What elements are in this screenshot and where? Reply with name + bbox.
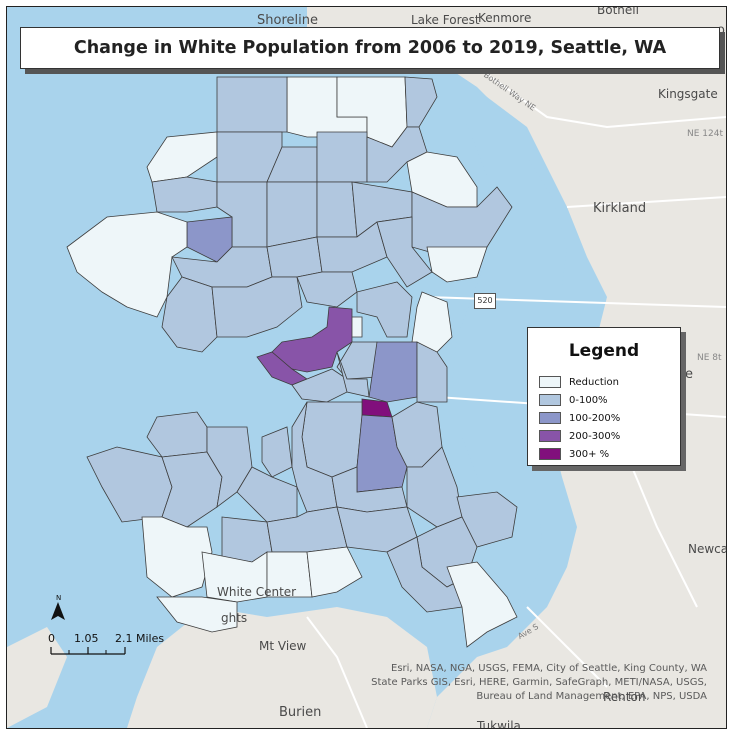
- place-label-white-center: White Center: [217, 585, 297, 599]
- seattle-neighborhoods[interactable]: [66, 76, 518, 648]
- legend-item: Reduction: [539, 376, 619, 388]
- legend-swatch: [539, 376, 561, 388]
- land: [7, 7, 726, 728]
- place-label-ne124: NE 124t: [687, 129, 723, 139]
- lake-washington: [447, 67, 567, 607]
- region-0-100[interactable]: [86, 446, 173, 523]
- legend-item: 200-300%: [539, 430, 620, 442]
- region-0-100[interactable]: [211, 276, 303, 338]
- legend-label: 300+ %: [569, 448, 610, 460]
- region-reduction[interactable]: [141, 516, 213, 598]
- region-0-100[interactable]: [316, 181, 358, 238]
- map-canvas[interactable]: [7, 7, 726, 728]
- legend-label: 100-200%: [569, 412, 621, 424]
- region-0-100[interactable]: [411, 186, 513, 258]
- legend-label: 200-300%: [569, 430, 621, 442]
- scale-label-2: 2.1 Miles: [115, 632, 165, 645]
- legend-swatch: [539, 394, 561, 406]
- place-label-kirkland: Kirkland: [593, 201, 647, 216]
- legend-item: 300+ %: [539, 448, 609, 460]
- map-title: Change in White Population from 2006 to …: [73, 38, 667, 58]
- region-200-300[interactable]: [271, 306, 353, 373]
- region-0-100[interactable]: [301, 401, 363, 478]
- place-label-bothell: Bothell: [597, 6, 639, 17]
- region-0-100[interactable]: [376, 216, 433, 288]
- scale-label-1: 1.05: [74, 632, 99, 645]
- region-100-200[interactable]: [368, 341, 418, 403]
- region-reduction[interactable]: [446, 561, 518, 648]
- place-label-mt-view: Mt View: [259, 639, 307, 653]
- place-label-renton: Renton: [603, 690, 646, 704]
- map-title-box: Change in White Population from 2006 to …: [20, 27, 720, 69]
- legend: Legend Reduction 0-100% 100-200% 200-300…: [527, 327, 681, 466]
- region-0-100[interactable]: [261, 426, 293, 478]
- highway-520-shield: 520: [474, 293, 496, 309]
- region-0-100[interactable]: [151, 176, 218, 213]
- legend-label: 0-100%: [569, 394, 608, 406]
- region-0-100[interactable]: [161, 276, 218, 353]
- place-label-heights: ghts: [221, 611, 248, 625]
- region-reduction[interactable]: [306, 546, 363, 598]
- legend-label: Reduction: [569, 376, 619, 388]
- region-0-100[interactable]: [291, 368, 348, 403]
- place-label-shoreline: Shoreline: [257, 13, 318, 28]
- region-reduction[interactable]: [66, 211, 188, 318]
- place-label-tukwila: Tukwila: [477, 719, 521, 729]
- region-0-100[interactable]: [161, 451, 223, 528]
- region-0-100[interactable]: [416, 341, 448, 403]
- legend-item: 0-100%: [539, 394, 608, 406]
- region-0-100[interactable]: [146, 411, 208, 458]
- place-label-kingsgate: Kingsgate: [658, 87, 718, 101]
- place-label-fragment-e: e: [685, 367, 693, 382]
- region-0-100[interactable]: [266, 181, 318, 248]
- region-0-100[interactable]: [296, 271, 358, 308]
- legend-item: 100-200%: [539, 412, 620, 424]
- region-0-100[interactable]: [216, 76, 288, 133]
- legend-swatch: [539, 412, 561, 424]
- region-0-100[interactable]: [206, 426, 253, 508]
- legend-swatch: [539, 448, 561, 460]
- scale-bar: N 0 1.05 2.1 Miles: [47, 592, 187, 662]
- place-label-newcastle: Newcas: [688, 542, 726, 556]
- place-label-lake-forest: Lake Forest: [411, 13, 480, 27]
- north-arrow-icon: N: [50, 594, 126, 655]
- scale-label-0: 0: [48, 632, 55, 645]
- map-attribution: Esri, NASA, NGA, USGS, FEMA, City of Sea…: [371, 663, 707, 702]
- region-0-100[interactable]: [316, 131, 368, 183]
- region-0-100[interactable]: [336, 351, 370, 398]
- region-0-100[interactable]: [356, 281, 413, 338]
- region-reduction[interactable]: [146, 131, 218, 183]
- place-label-fragment-o: o: [717, 23, 725, 38]
- region-reduction[interactable]: [156, 596, 238, 633]
- legend-title: Legend: [568, 341, 640, 361]
- north-label: N: [56, 594, 61, 602]
- legend-swatch: [539, 430, 561, 442]
- place-label-burien: Burien: [279, 705, 322, 720]
- map-frame: Shoreline Lake Forest Kenmore Bothell Ki…: [6, 6, 727, 729]
- place-label-kenmore: Kenmore: [478, 11, 532, 25]
- region-reduction[interactable]: [426, 246, 488, 283]
- place-label-ne8: NE 8t: [697, 353, 722, 363]
- region-0-100[interactable]: [404, 76, 438, 128]
